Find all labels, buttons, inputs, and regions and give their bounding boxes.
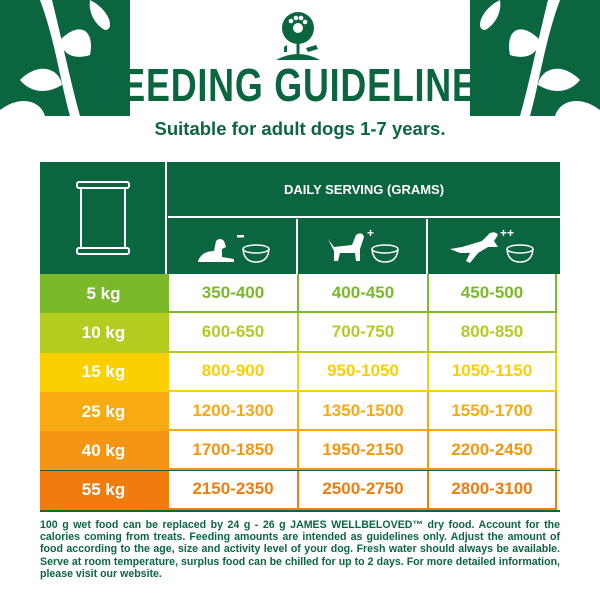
serving-cell: 2800-3100 xyxy=(427,470,557,510)
serving-cell: 450-500 xyxy=(427,274,557,314)
serving-cell: 2150-2350 xyxy=(167,470,297,510)
standing-dog-icon: + xyxy=(328,227,399,263)
activity-low-cell: - xyxy=(168,219,298,274)
jumping-dog-icon: ++ xyxy=(450,227,534,263)
serving-cell: 1700-1850 xyxy=(167,431,297,471)
sign: - xyxy=(237,234,244,237)
leaf-decoration-right xyxy=(470,0,600,116)
serving-cell: 350-400 xyxy=(167,274,297,314)
wet-food-pouch-icon xyxy=(75,181,130,255)
daily-serving-header: DAILY SERVING (GRAMS) xyxy=(168,162,560,218)
weight-cell: 15 kg xyxy=(40,352,167,392)
feeding-table: DAILY SERVING (GRAMS) - + ++ 5 kg350-400… xyxy=(40,162,560,512)
brand-logo xyxy=(270,10,326,62)
weight-cell: 25 kg xyxy=(40,391,167,432)
serving-cell: 2500-2750 xyxy=(297,470,427,510)
header-pack-cell xyxy=(40,162,167,274)
weight-cell: 5 kg xyxy=(40,274,167,314)
svg-text:+: + xyxy=(367,227,374,240)
serving-cell: 800-900 xyxy=(167,352,297,392)
serving-cell: 1950-2150 xyxy=(297,431,427,471)
table-row: 40 kg 1700-1850 1950-2150 2200-2450 xyxy=(40,431,560,471)
serving-cell: 1050-1150 xyxy=(427,352,557,392)
feeding-notes: 100 g wet food can be replaced by 24 g -… xyxy=(40,519,560,580)
svg-text:++: ++ xyxy=(500,227,514,240)
table-row: 5 kg 350-400 400-450 450-500 xyxy=(40,274,560,314)
leaf-decoration-left xyxy=(0,0,130,116)
page-title: FEEDING GUIDELINES xyxy=(98,59,502,111)
activity-medium-cell: + xyxy=(298,219,428,274)
weight-cell: 40 kg xyxy=(40,431,167,471)
serving-cell: 400-450 xyxy=(297,274,427,314)
serving-cell: 1200-1300 xyxy=(167,391,297,432)
table-row: 25 kg 1200-1300 1350-1500 1550-1700 xyxy=(40,391,560,432)
weight-cell: 55 kg xyxy=(40,470,167,510)
serving-cell: 950-1050 xyxy=(297,352,427,392)
serving-cell: 2200-2450 xyxy=(427,431,557,471)
serving-cell: 600-650 xyxy=(167,313,297,353)
table-row: 55 kg 2150-2350 2500-2750 2800-3100 xyxy=(40,470,560,510)
activity-high-cell: ++ xyxy=(428,219,558,274)
serving-cell: 800-850 xyxy=(427,313,557,353)
page-subtitle: Suitable for adult dogs 1-7 years. xyxy=(154,118,446,139)
serving-cell: 700-750 xyxy=(297,313,427,353)
resting-dog-icon: - xyxy=(198,234,270,263)
serving-cell: 1550-1700 xyxy=(427,391,557,432)
weight-cell: 10 kg xyxy=(40,313,167,353)
table-row: 15 kg 800-900 950-1050 1050-1150 xyxy=(40,352,560,392)
table-row: 10 kg 600-650 700-750 800-850 xyxy=(40,313,560,353)
serving-cell: 1350-1500 xyxy=(297,391,427,432)
